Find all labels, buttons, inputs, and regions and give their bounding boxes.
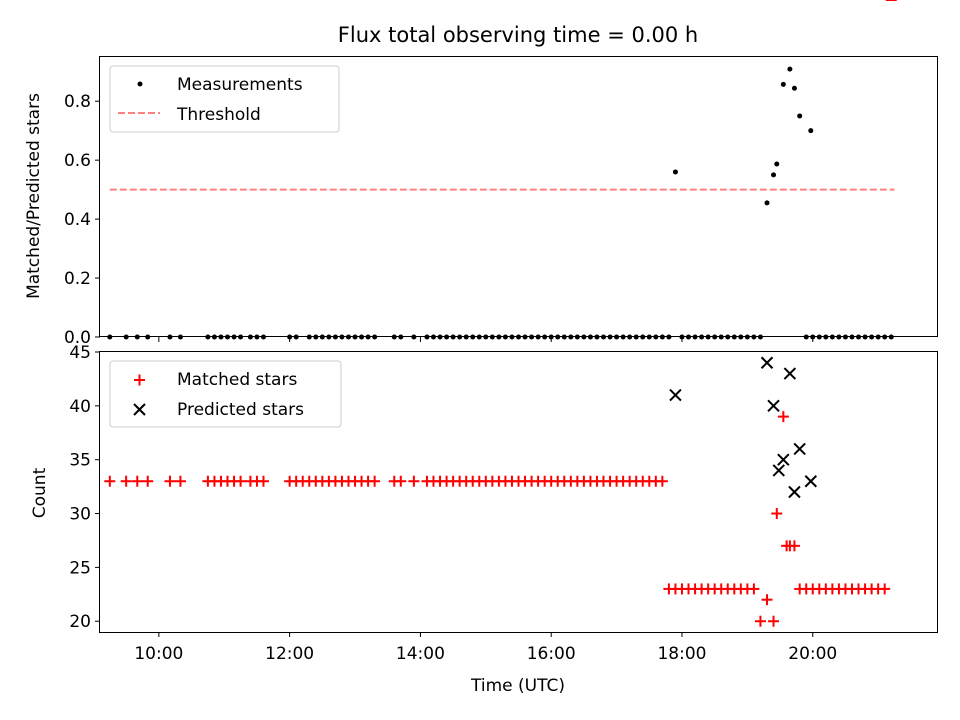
legend-measurements-marker xyxy=(137,81,143,87)
top-y-axis-label: Matched/Predicted stars xyxy=(24,93,44,299)
x-tick-label: 12:00 xyxy=(265,644,314,664)
bottom-plot-area xyxy=(104,0,897,627)
matched-star-point xyxy=(788,540,800,552)
top-legend-box xyxy=(109,65,340,133)
x-tick-label: 14:00 xyxy=(396,644,445,664)
top-y-tick-label: 0.8 xyxy=(64,92,91,112)
matched-star-point xyxy=(879,583,891,595)
x-tick-label: 20:00 xyxy=(788,644,837,664)
bottom-legend: Matched stars Predicted stars xyxy=(109,360,342,428)
bottom-y-tick-label: 40 xyxy=(69,397,91,417)
predicted-star-stroke xyxy=(783,367,797,380)
matched-star-point xyxy=(395,475,407,487)
predicted-star-point xyxy=(760,356,774,369)
predicted-star-stroke xyxy=(760,356,774,369)
matched-star-point xyxy=(257,475,269,487)
predicted-star-stroke xyxy=(669,388,682,402)
top-y-tick-label: 0.6 xyxy=(64,151,91,171)
predicted-star-point xyxy=(788,485,801,499)
top-y-tick-label: 0.0 xyxy=(64,328,91,348)
measurement-point xyxy=(764,200,770,206)
x-axis-label: Time (UTC) xyxy=(470,676,565,696)
predicted-star-stroke xyxy=(777,453,790,466)
matched-star-point xyxy=(369,475,381,487)
legend-matched-marker xyxy=(134,374,145,386)
matched-star-point xyxy=(142,475,154,487)
bottom-y-tick-label: 25 xyxy=(69,558,91,578)
bottom-legend-box xyxy=(109,360,342,428)
top-y-tick-label: 0.4 xyxy=(64,210,91,230)
matched-star-point xyxy=(131,475,143,487)
x-tick-label: 18:00 xyxy=(657,644,706,664)
matched-star-point xyxy=(761,594,773,606)
top-axes-frame xyxy=(99,56,938,337)
matched-star-point xyxy=(235,475,247,487)
legend-threshold-label: Threshold xyxy=(176,105,261,125)
legend-measurements-label: Measurements xyxy=(177,75,303,95)
matched-star-point xyxy=(408,475,420,487)
matched-star-point xyxy=(120,475,132,487)
matched-star-point xyxy=(656,475,668,487)
legend-predicted-label: Predicted stars xyxy=(177,400,304,420)
measurement-point xyxy=(774,161,780,167)
matched-star-point xyxy=(771,508,783,520)
bottom-axes-frame xyxy=(99,351,938,633)
predicted-star-stroke xyxy=(767,399,780,413)
predicted-star-stroke xyxy=(793,442,806,456)
predicted-star-stroke xyxy=(788,485,801,499)
predicted-star-point xyxy=(772,464,785,477)
bottom-y-tick-label: 30 xyxy=(69,505,91,525)
predicted-star-point xyxy=(777,453,790,466)
predicted-star-point xyxy=(767,399,780,413)
top-legend: Measurements Threshold xyxy=(109,65,340,133)
bottom-y-tick-label: 20 xyxy=(69,612,91,632)
bottom-y-axis-label: Count xyxy=(30,467,50,518)
matched-star-point xyxy=(104,475,116,487)
predicted-star-point xyxy=(804,475,818,488)
measurement-point xyxy=(791,85,797,91)
measurement-point xyxy=(771,172,777,178)
predicted-star-point xyxy=(793,442,806,456)
matched-star-point xyxy=(754,615,766,627)
measurement-point xyxy=(808,128,814,134)
matched-star-point xyxy=(748,583,760,595)
legend-predicted-marker xyxy=(133,403,146,416)
measurement-point xyxy=(672,169,678,175)
matched-star-point xyxy=(768,615,780,627)
predicted-star-point xyxy=(783,367,797,380)
chart-title: Flux total observing time = 0.00 h xyxy=(338,23,698,47)
matched-star-point xyxy=(164,475,176,487)
bottom-y-tick-label: 35 xyxy=(69,451,91,471)
x-tick-label: 10:00 xyxy=(134,644,183,664)
measurement-point xyxy=(780,81,786,87)
matched-star-point xyxy=(174,475,186,487)
predicted-star-stroke xyxy=(804,475,818,488)
matched-star-point xyxy=(777,411,789,423)
top-y-tick-label: 0.2 xyxy=(64,269,91,289)
legend-matched-label: Matched stars xyxy=(177,370,297,390)
predicted-star-point xyxy=(669,388,682,402)
bottom-y-tick-label: 45 xyxy=(69,343,91,363)
measurement-point xyxy=(787,66,793,72)
measurement-point xyxy=(797,113,803,119)
x-tick-label: 16:00 xyxy=(527,644,576,664)
predicted-star-stroke xyxy=(772,464,785,477)
